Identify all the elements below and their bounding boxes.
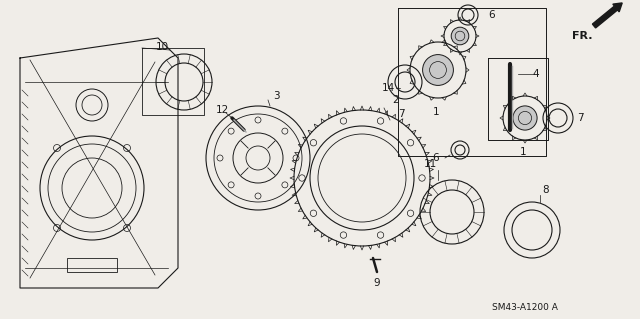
Text: 6: 6 <box>489 10 495 20</box>
Text: 9: 9 <box>374 278 380 288</box>
Text: 10: 10 <box>156 42 168 52</box>
Text: 12: 12 <box>216 105 228 115</box>
Text: 8: 8 <box>543 185 549 195</box>
Circle shape <box>513 106 537 130</box>
Circle shape <box>422 55 453 85</box>
Text: SM43-A1200 A: SM43-A1200 A <box>492 302 558 311</box>
Text: FR.: FR. <box>572 31 592 41</box>
Text: 14: 14 <box>381 83 395 93</box>
Text: 7: 7 <box>577 113 583 123</box>
Text: 4: 4 <box>532 69 540 79</box>
Circle shape <box>451 27 468 45</box>
Text: 3: 3 <box>273 91 279 101</box>
Text: 1: 1 <box>520 147 526 157</box>
Text: 1: 1 <box>433 107 439 117</box>
Text: 11: 11 <box>424 159 436 169</box>
Text: 7: 7 <box>397 109 404 119</box>
Bar <box>67 258 117 272</box>
Text: 2: 2 <box>393 95 399 105</box>
Text: 6: 6 <box>433 153 439 163</box>
FancyArrow shape <box>593 3 622 28</box>
